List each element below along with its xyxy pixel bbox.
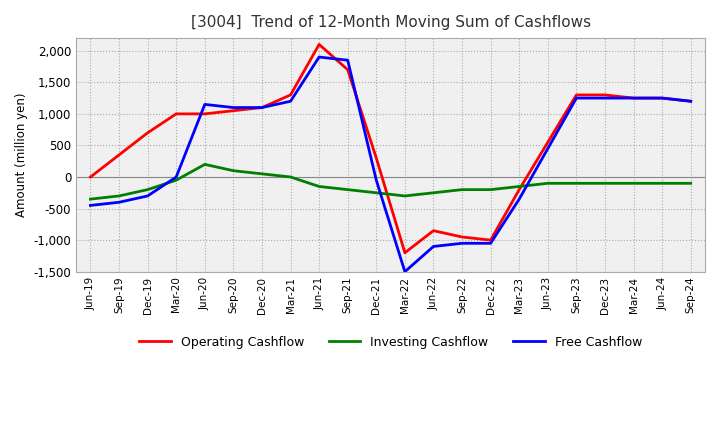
Y-axis label: Amount (million yen): Amount (million yen) (15, 93, 28, 217)
Investing Cashflow (143, 187, 152, 192)
Free Cashflow (372, 177, 381, 183)
Investing Cashflow (86, 197, 95, 202)
Free Cashflow (544, 146, 552, 151)
Free Cashflow (143, 193, 152, 198)
Operating Cashflow (486, 238, 495, 243)
Operating Cashflow (114, 152, 123, 158)
Investing Cashflow (686, 181, 695, 186)
Free Cashflow (429, 244, 438, 249)
Investing Cashflow (258, 171, 266, 176)
Operating Cashflow (287, 92, 295, 98)
Investing Cashflow (629, 181, 638, 186)
Investing Cashflow (229, 168, 238, 173)
Operating Cashflow (143, 130, 152, 136)
Operating Cashflow (600, 92, 609, 98)
Operating Cashflow (658, 95, 667, 101)
Investing Cashflow (515, 184, 523, 189)
Title: [3004]  Trend of 12-Month Moving Sum of Cashflows: [3004] Trend of 12-Month Moving Sum of C… (191, 15, 590, 30)
Investing Cashflow (658, 181, 667, 186)
Investing Cashflow (458, 187, 467, 192)
Free Cashflow (114, 200, 123, 205)
Operating Cashflow (86, 174, 95, 180)
Operating Cashflow (372, 155, 381, 161)
Free Cashflow (658, 95, 667, 101)
Investing Cashflow (343, 187, 352, 192)
Investing Cashflow (287, 174, 295, 180)
Free Cashflow (86, 203, 95, 208)
Free Cashflow (229, 105, 238, 110)
Free Cashflow (200, 102, 209, 107)
Free Cashflow (486, 241, 495, 246)
Operating Cashflow (544, 139, 552, 145)
Line: Free Cashflow: Free Cashflow (91, 57, 690, 272)
Investing Cashflow (429, 190, 438, 195)
Investing Cashflow (372, 190, 381, 195)
Investing Cashflow (200, 162, 209, 167)
Free Cashflow (629, 95, 638, 101)
Investing Cashflow (572, 181, 581, 186)
Free Cashflow (458, 241, 467, 246)
Operating Cashflow (515, 187, 523, 192)
Operating Cashflow (315, 42, 323, 47)
Free Cashflow (287, 99, 295, 104)
Operating Cashflow (343, 67, 352, 72)
Free Cashflow (686, 99, 695, 104)
Free Cashflow (343, 58, 352, 63)
Free Cashflow (258, 105, 266, 110)
Operating Cashflow (429, 228, 438, 233)
Investing Cashflow (400, 193, 409, 198)
Operating Cashflow (172, 111, 181, 117)
Line: Operating Cashflow: Operating Cashflow (91, 44, 690, 253)
Investing Cashflow (172, 177, 181, 183)
Operating Cashflow (258, 105, 266, 110)
Free Cashflow (515, 197, 523, 202)
Investing Cashflow (114, 193, 123, 198)
Free Cashflow (400, 269, 409, 275)
Investing Cashflow (600, 181, 609, 186)
Investing Cashflow (315, 184, 323, 189)
Operating Cashflow (629, 95, 638, 101)
Free Cashflow (600, 95, 609, 101)
Line: Investing Cashflow: Investing Cashflow (91, 165, 690, 199)
Operating Cashflow (458, 235, 467, 240)
Free Cashflow (172, 174, 181, 180)
Free Cashflow (572, 95, 581, 101)
Operating Cashflow (400, 250, 409, 255)
Legend: Operating Cashflow, Investing Cashflow, Free Cashflow: Operating Cashflow, Investing Cashflow, … (134, 331, 647, 354)
Operating Cashflow (686, 99, 695, 104)
Operating Cashflow (572, 92, 581, 98)
Investing Cashflow (486, 187, 495, 192)
Operating Cashflow (200, 111, 209, 117)
Operating Cashflow (229, 108, 238, 114)
Free Cashflow (315, 55, 323, 60)
Investing Cashflow (544, 181, 552, 186)
